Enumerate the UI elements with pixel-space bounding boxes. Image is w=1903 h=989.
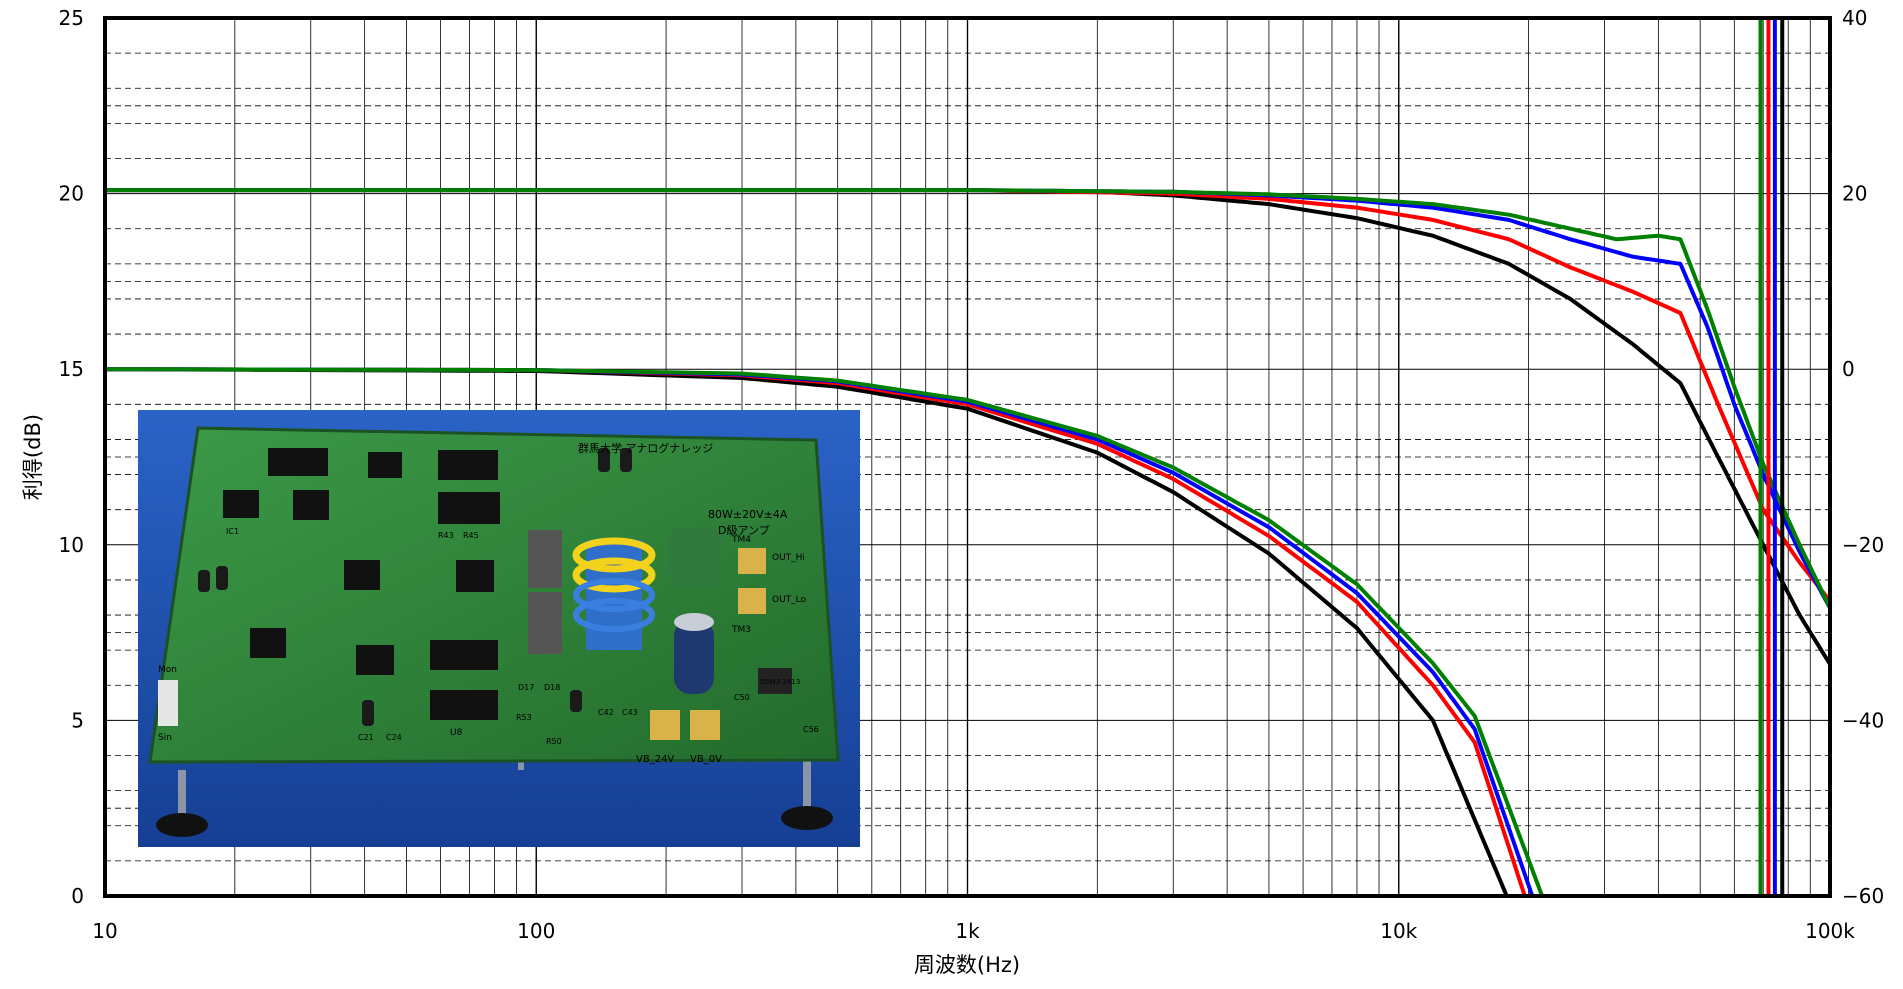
y-right-tick-label: −20 bbox=[1842, 533, 1884, 557]
tick-labels: 10 100 1k 10k 100k 0 5 10 15 20 25 −60 −40 −20 0 20 40 bbox=[59, 6, 1885, 943]
inductor-winding bbox=[572, 537, 656, 573]
out-lo-label: OUT_Lo bbox=[772, 595, 807, 605]
standoff-right bbox=[803, 750, 811, 820]
board-spec-1: 80W±20V±4A bbox=[708, 508, 788, 521]
r50-label: R50 bbox=[546, 737, 562, 746]
y-left-tick-label: 20 bbox=[59, 182, 84, 206]
c43-label: C43 bbox=[622, 708, 638, 717]
ic-chips bbox=[223, 448, 500, 720]
inductor-marking: 50W3 2413 bbox=[760, 678, 800, 686]
foot-right bbox=[781, 806, 833, 830]
d18-label: D18 bbox=[544, 683, 560, 692]
plot-frame bbox=[103, 16, 1832, 898]
y-left-tick-label: 0 bbox=[71, 884, 84, 908]
d17-label: D17 bbox=[518, 683, 534, 692]
y-left-tick-label: 5 bbox=[71, 708, 84, 732]
x-tick-label: 1k bbox=[955, 919, 980, 943]
mosfet-1 bbox=[528, 530, 562, 588]
y-right-tick-label: −40 bbox=[1842, 708, 1884, 732]
y-right-tick-label: 0 bbox=[1842, 357, 1855, 381]
r43-label: R43 bbox=[438, 531, 454, 540]
ic1-label: IC1 bbox=[226, 527, 239, 536]
x-tick-label: 100 bbox=[517, 919, 555, 943]
terminal-label-0v: VB_0V bbox=[690, 754, 722, 765]
amplifier-board-photo: 群馬大学 アナログナレッジ 80W±20V±4A D級アンプ VB_24V VB… bbox=[138, 410, 860, 847]
terminal-blocks bbox=[650, 548, 766, 740]
c24-label: C24 bbox=[386, 733, 402, 742]
r45-label: R45 bbox=[463, 531, 479, 540]
y-left-tick-label: 10 bbox=[59, 533, 84, 557]
electrolytic-capacitor bbox=[674, 620, 714, 694]
y-right-tick-label: −60 bbox=[1842, 884, 1884, 908]
x-tick-label: 100k bbox=[1805, 919, 1855, 943]
standoff-left bbox=[178, 770, 186, 830]
sin-label: Sin bbox=[158, 733, 172, 743]
r53-label: R53 bbox=[516, 713, 532, 722]
y-axis-title: 利得(dB) bbox=[21, 414, 45, 500]
gain-curves-right-axis bbox=[104, 367, 1544, 897]
out-hi-label: OUT_Hi bbox=[772, 553, 805, 563]
input-connector bbox=[158, 680, 178, 726]
tm4-label: TM4 bbox=[731, 535, 751, 545]
mon-label: Mon bbox=[158, 665, 177, 675]
x-tick-label: 10k bbox=[1380, 919, 1417, 943]
gain-curve-left-1 bbox=[105, 188, 1832, 603]
y-right-tick-label: 40 bbox=[1842, 6, 1867, 30]
y-left-tick-label: 25 bbox=[59, 6, 84, 30]
c50-label: C50 bbox=[734, 693, 750, 702]
terminal-label-24v: VB_24V bbox=[636, 754, 674, 765]
y-right-tick-label: 20 bbox=[1842, 182, 1867, 206]
c42-label: C42 bbox=[598, 708, 614, 717]
u8-label: U8 bbox=[450, 728, 463, 738]
inductor-core bbox=[586, 540, 642, 650]
board-spec-2: D級アンプ bbox=[718, 524, 770, 537]
pcb-illustration: 群馬大学 アナログナレッジ 80W±20V±4A D級アンプ VB_24V VB… bbox=[138, 410, 860, 847]
small-capacitors bbox=[198, 448, 632, 726]
c56-label: C56 bbox=[803, 725, 819, 734]
x-tick-label: 10 bbox=[92, 919, 117, 943]
c21-label: C21 bbox=[358, 733, 374, 742]
foot-left bbox=[156, 813, 208, 837]
y-left-tick-label: 15 bbox=[59, 357, 84, 381]
x-axis-title: 周波数(Hz) bbox=[914, 953, 1020, 977]
power-inductor bbox=[758, 668, 792, 694]
film-capacitor bbox=[668, 528, 722, 588]
phase-vertical-lines bbox=[1758, 18, 1785, 896]
mosfet-2 bbox=[528, 592, 562, 654]
tm3-label: TM3 bbox=[731, 625, 751, 635]
board-title: 群馬大学 アナログナレッジ bbox=[578, 441, 713, 455]
gain-curve-left-3 bbox=[105, 188, 1832, 609]
gain-curves-left-axis bbox=[105, 188, 1832, 666]
gain-curve-right-3 bbox=[104, 367, 1544, 897]
